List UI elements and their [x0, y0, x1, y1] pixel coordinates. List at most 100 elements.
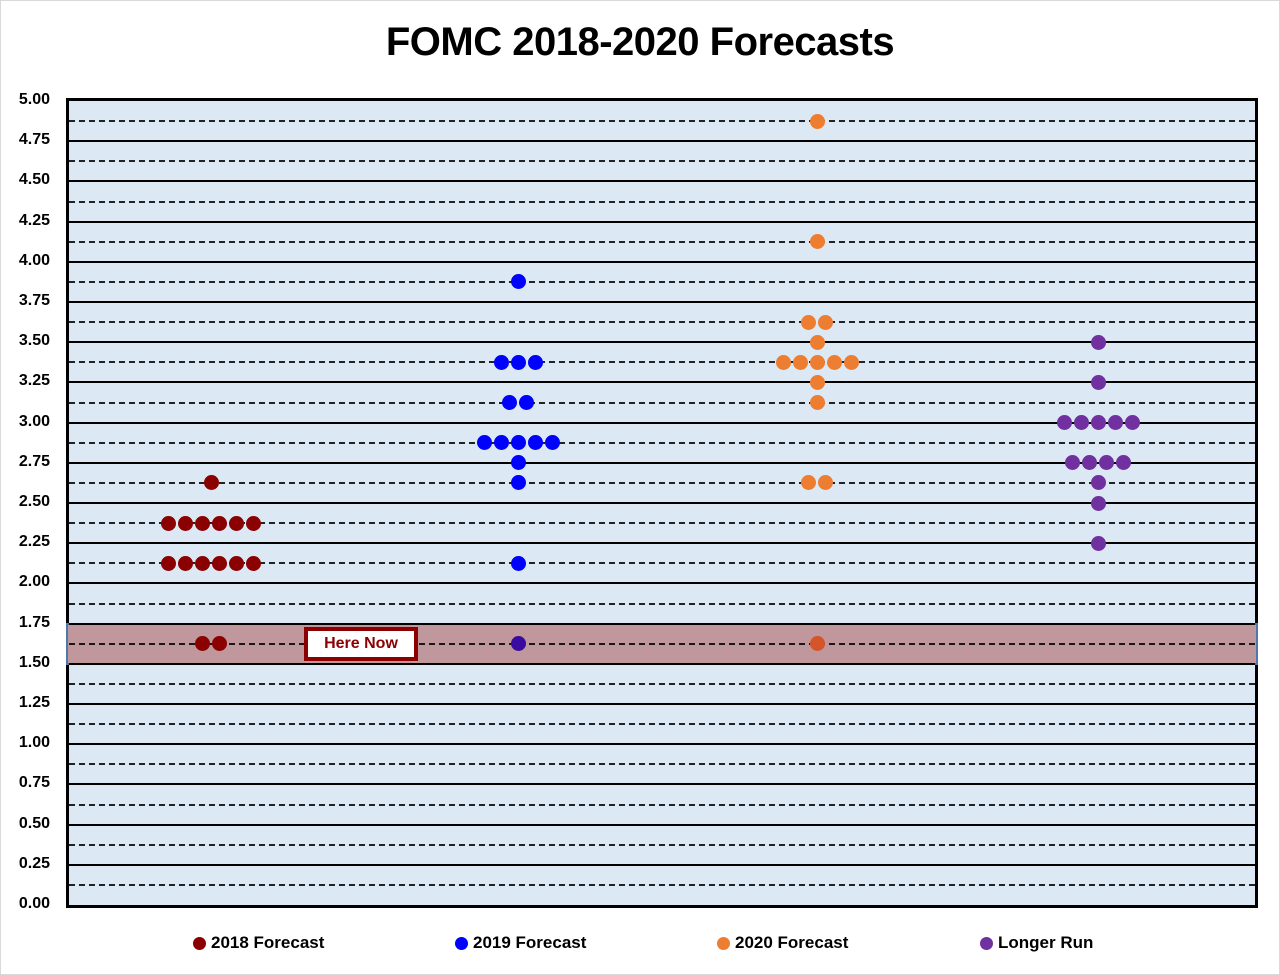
data-point — [476, 435, 492, 451]
gridline-minor — [69, 441, 1255, 444]
gridline-major — [69, 341, 1255, 344]
data-point — [801, 314, 816, 330]
data-point — [1073, 415, 1089, 431]
data-point — [493, 354, 509, 370]
data-point — [843, 354, 859, 370]
y-tick-label: 2.25 — [18, 533, 50, 551]
gridline-minor — [69, 562, 1255, 565]
gridline-minor — [69, 602, 1255, 605]
data-point — [229, 555, 244, 571]
data-point — [809, 354, 825, 370]
legend-dot-icon — [455, 936, 468, 950]
y-tick-label: 0.50 — [18, 814, 50, 832]
data-point — [178, 515, 193, 531]
gridline-minor — [69, 401, 1255, 404]
gridline-major — [69, 863, 1255, 866]
legend-label: Longer Run — [998, 933, 1094, 952]
gridline-major — [69, 783, 1255, 786]
data-point — [195, 515, 210, 531]
data-point — [161, 515, 176, 531]
y-tick-label: 3.75 — [18, 292, 50, 309]
data-point — [1116, 455, 1131, 471]
gridline-major — [69, 743, 1255, 746]
legend-dot-icon — [980, 936, 993, 950]
data-point — [1056, 415, 1072, 431]
y-tick-label: 3.50 — [18, 332, 50, 350]
data-point — [809, 374, 825, 390]
gridline-minor — [69, 642, 1255, 645]
data-point — [510, 274, 526, 290]
gridline-major — [69, 381, 1255, 384]
data-point — [809, 113, 825, 129]
data-point — [502, 395, 517, 410]
data-point — [1090, 535, 1106, 551]
data-point — [519, 395, 534, 410]
data-point — [246, 555, 261, 571]
y-tick-label: 4.50 — [18, 171, 50, 189]
data-point — [510, 455, 526, 471]
gridline-major — [69, 140, 1255, 143]
y-tick-label: 0.25 — [18, 854, 50, 872]
data-point — [809, 234, 825, 250]
legend-item: 2018 Forecast — [193, 933, 324, 953]
legend-dot-icon — [717, 936, 730, 950]
gridline-major — [69, 260, 1255, 263]
y-tick-label: 0.75 — [18, 774, 50, 792]
gridline-major — [69, 703, 1255, 705]
data-point — [510, 435, 526, 451]
gridline-major — [69, 582, 1255, 585]
legend-item: Longer Run — [980, 933, 1093, 953]
data-point — [1090, 374, 1106, 390]
gridline-major — [69, 301, 1255, 303]
legend-dot-icon — [193, 936, 206, 950]
y-tick-label: 3.00 — [18, 412, 50, 430]
y-tick-label: 4.75 — [18, 131, 50, 149]
legend-label: 2018 Forecast — [211, 933, 325, 952]
y-tick-label: 4.00 — [18, 251, 50, 269]
data-point — [493, 435, 509, 451]
data-point — [818, 475, 833, 491]
y-tick-label: 1.25 — [18, 694, 50, 711]
data-point — [544, 435, 560, 451]
data-point — [161, 555, 176, 571]
gridline-major — [69, 542, 1255, 545]
data-point — [195, 636, 210, 652]
y-tick-label: 5.00 — [18, 91, 50, 108]
gridline-minor — [69, 883, 1255, 886]
data-point — [246, 515, 261, 531]
y-tick-label: 1.75 — [18, 613, 50, 631]
gridline-minor — [69, 803, 1255, 806]
legend-item: 2020 Forecast — [717, 933, 848, 953]
gridline-minor — [69, 763, 1255, 766]
gridline-minor — [69, 481, 1255, 484]
y-tick-label: 2.00 — [18, 573, 50, 591]
data-point — [1107, 415, 1123, 431]
data-point — [818, 314, 833, 330]
gridline-minor — [69, 522, 1255, 525]
data-point — [1090, 495, 1106, 511]
data-point — [229, 515, 244, 531]
gridline-minor — [69, 361, 1255, 364]
data-point — [826, 354, 842, 370]
gridline-minor — [69, 723, 1255, 726]
gridline-minor — [69, 280, 1255, 283]
gridline-major — [69, 502, 1255, 504]
y-tick-label: 1.50 — [18, 653, 50, 671]
gridline-minor — [69, 682, 1255, 685]
data-point — [809, 636, 825, 652]
data-point — [527, 435, 543, 451]
gridline-minor — [69, 321, 1255, 324]
gridline-major — [69, 823, 1255, 826]
data-point — [510, 475, 526, 491]
data-point — [1099, 455, 1114, 471]
data-point — [527, 354, 543, 370]
data-point — [792, 354, 808, 370]
legend-item: 2019 Forecast — [455, 933, 586, 953]
chart-title: FOMC 2018-2020 Forecasts — [385, 20, 895, 64]
data-point — [1082, 455, 1097, 471]
data-point — [801, 475, 816, 491]
data-point — [212, 636, 227, 652]
data-point — [212, 515, 227, 531]
data-point — [809, 395, 825, 410]
data-point — [212, 555, 227, 571]
